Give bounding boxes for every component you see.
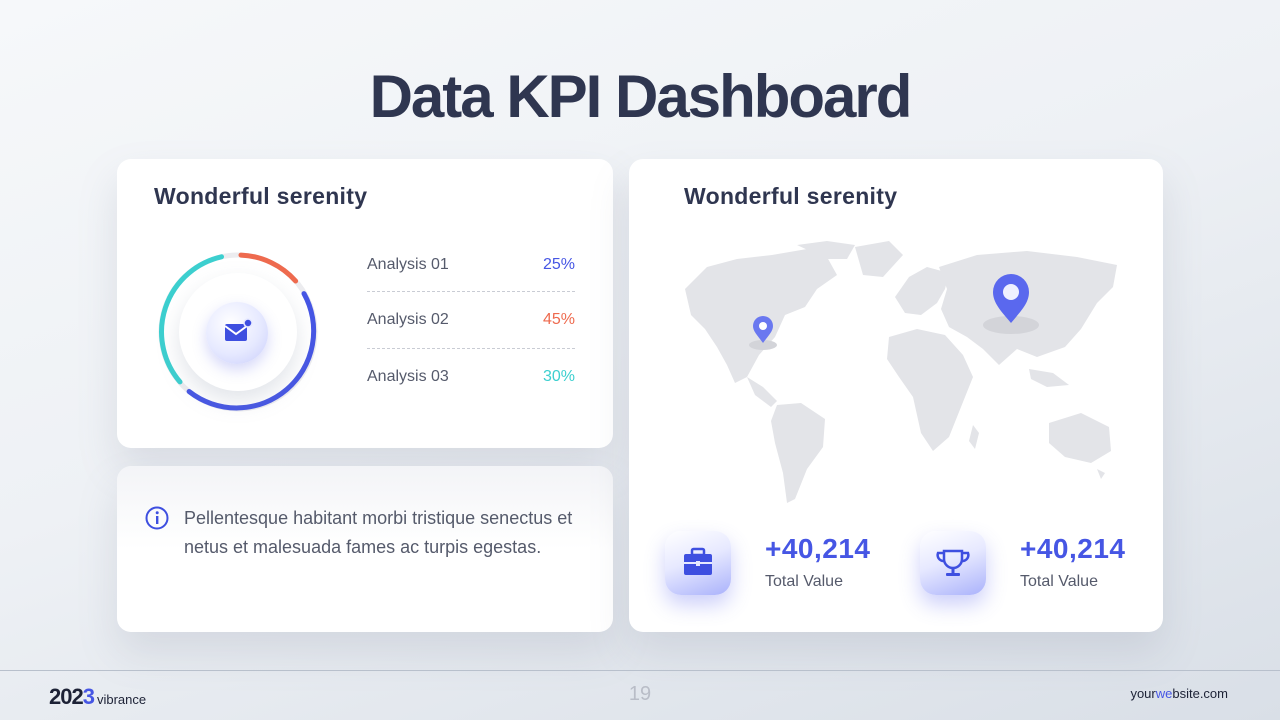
kpi-badge [920,531,986,595]
world-map [685,241,1117,503]
donut-segment-01 [186,291,317,411]
analysis-value: 25% [542,256,575,273]
donut-segment-03 [159,254,224,385]
location-pin-icon [993,274,1029,323]
kpi-value: +40,214 [765,533,871,564]
slide-title: Data KPI Dashboard [369,63,913,130]
brand-name: vibrance [96,692,147,707]
trophy-icon [936,549,970,576]
donut-segment-02 [238,252,299,284]
analysis-card: Wonderful serenity Analysis 01 25% Analy… [117,159,613,448]
page-number: 19 [628,683,652,705]
brand-logo: 2023 vibrance [49,684,146,710]
analysis-row: Analysis 01 25% [367,247,575,283]
brand-year: 2023 [49,684,95,709]
website-link[interactable]: yourwebsite.com [1130,686,1228,701]
analysis-row: Analysis 03 30% [367,348,575,405]
briefcase-icon [684,547,712,575]
analysis-value: 30% [542,367,575,385]
kpi-item: +40,214 Total Value [920,531,1150,601]
info-text: Pellentesque habitant morbi tristique se… [184,508,573,557]
info-icon [145,506,169,530]
analysis-label: Analysis 03 [367,367,449,385]
donut-ring [158,252,318,412]
donut-chart [157,251,319,413]
kpi-label: Total Value [1020,573,1098,590]
kpi-item: +40,214 Total Value [665,531,895,601]
mail-icon [224,318,253,341]
analysis-label: Analysis 01 [367,256,449,273]
kpi-label: Total Value [765,573,843,590]
analysis-value: 45% [542,310,575,328]
location-pin-icon [753,316,773,343]
analysis-label: Analysis 02 [367,310,449,328]
analysis-row: Analysis 02 45% [367,291,575,348]
footer-divider [0,670,1280,671]
map-card-title: Wonderful serenity [684,183,898,209]
mail-badge [206,302,268,364]
info-card: Pellentesque habitant morbi tristique se… [117,466,613,632]
kpi-badge [665,531,731,595]
map-card: Wonderful serenity [629,159,1163,632]
analysis-card-title: Wonderful serenity [154,183,368,209]
kpi-value: +40,214 [1020,533,1126,564]
analysis-list: Analysis 01 25% Analysis 02 45% Analysis… [367,255,575,405]
